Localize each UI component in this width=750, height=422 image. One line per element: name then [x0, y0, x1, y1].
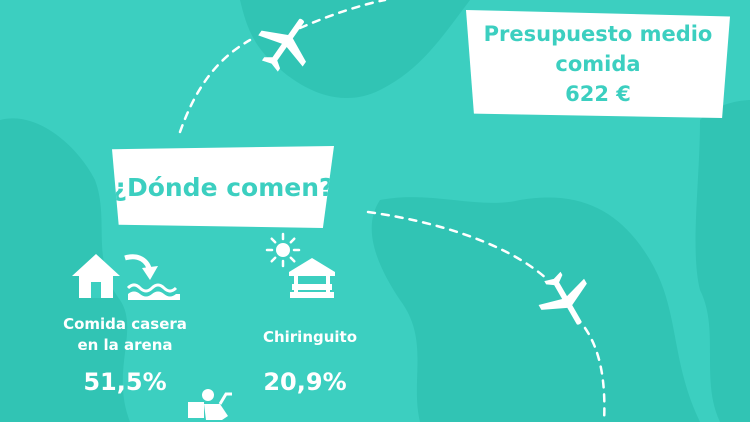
delivery-scooter-icon: [188, 389, 232, 420]
airplane-icon: [258, 18, 306, 72]
question-text: ¿Dónde comen?: [112, 172, 334, 202]
land-left: [0, 118, 130, 422]
sun-icon: [265, 232, 301, 268]
kiosk-icon: [289, 258, 335, 298]
budget-amount: 622 €: [565, 82, 631, 106]
waves-icon: [126, 283, 180, 300]
arrow-icon: [124, 254, 158, 280]
airplane-icon: [538, 271, 587, 325]
budget-title-line1: Presupuesto medio: [483, 22, 713, 46]
budget-card: Presupuesto medio comida 622 €: [466, 10, 730, 118]
house-icon: [72, 254, 120, 298]
stat-label: Chiringuito: [245, 327, 375, 348]
stat-label-line: Chiringuito: [262, 328, 358, 346]
flight-path-top: [178, 0, 387, 134]
stat-label-line: Comida casera: [63, 315, 187, 333]
land-right: [371, 197, 700, 422]
stat-value: 20,9%: [263, 368, 347, 396]
stat-label-line: en la arena: [77, 336, 173, 354]
stat-label: Comida casera en la arena: [50, 314, 200, 356]
question-card: ¿Dónde comen?: [112, 146, 334, 228]
stat-value: 51,5%: [83, 368, 167, 396]
land-far-right: [695, 100, 750, 422]
flight-path-bottom: [366, 210, 606, 422]
budget-title-line2: comida: [555, 52, 641, 76]
